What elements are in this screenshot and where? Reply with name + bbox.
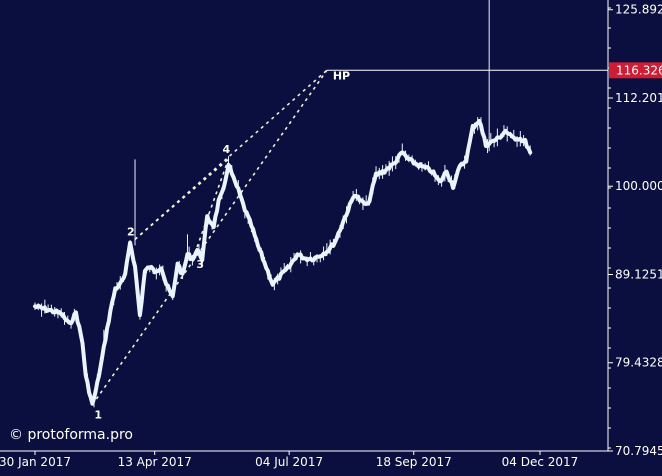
hp-price-badge	[609, 62, 662, 79]
x-tick-label: 04 Dec 2017	[502, 455, 579, 469]
axes	[0, 0, 609, 452]
x-tick-label: 13 Apr 2017	[118, 455, 192, 469]
price-line	[33, 119, 533, 406]
wave-label-hp: HP	[333, 69, 350, 82]
x-tick-label: 18 Sep 2017	[376, 455, 452, 469]
y-tick-label: 89.1251	[615, 267, 662, 281]
y-tick-label: 70.7945	[615, 444, 662, 458]
series-layer	[33, 119, 533, 406]
wave-channel-lines	[91, 69, 328, 406]
y-tick-label: 79.4328	[615, 356, 662, 370]
wave-label-3: 3	[196, 258, 204, 271]
y-tick-label: 125.892	[615, 3, 662, 17]
watermark-layer: © protoforma.pro	[9, 427, 133, 443]
wave-line-2-HP	[134, 69, 328, 240]
y-tick-labels: 125.892 112.201 100.000 89.1251 79.4328 70.79…	[608, 3, 662, 458]
wave-labels: 1 2 3 4 HP	[94, 69, 350, 421]
hp-level-layer: 116.326	[326, 62, 662, 79]
hp-price-badge-text: 116.326	[616, 63, 662, 77]
y-minor-ticks	[608, 7, 611, 449]
x-tick-label: 04 Jul 2017	[255, 455, 323, 469]
watermark: © protoforma.pro	[9, 427, 133, 443]
wave-label-1: 1	[94, 409, 102, 422]
price-spikes	[34, 0, 531, 408]
y-tick-label: 112.201	[615, 91, 662, 105]
y-tick-label: 100.000	[615, 179, 662, 193]
wave-label-4: 4	[222, 143, 230, 156]
wave-label-2: 2	[127, 225, 135, 238]
wave-line-1-HP	[91, 69, 328, 406]
x-tick-labels: 30 Jan 2017 13 Apr 2017 04 Jul 2017 18 Sep …	[0, 451, 578, 469]
x-tick-label: 30 Jan 2017	[0, 455, 71, 469]
